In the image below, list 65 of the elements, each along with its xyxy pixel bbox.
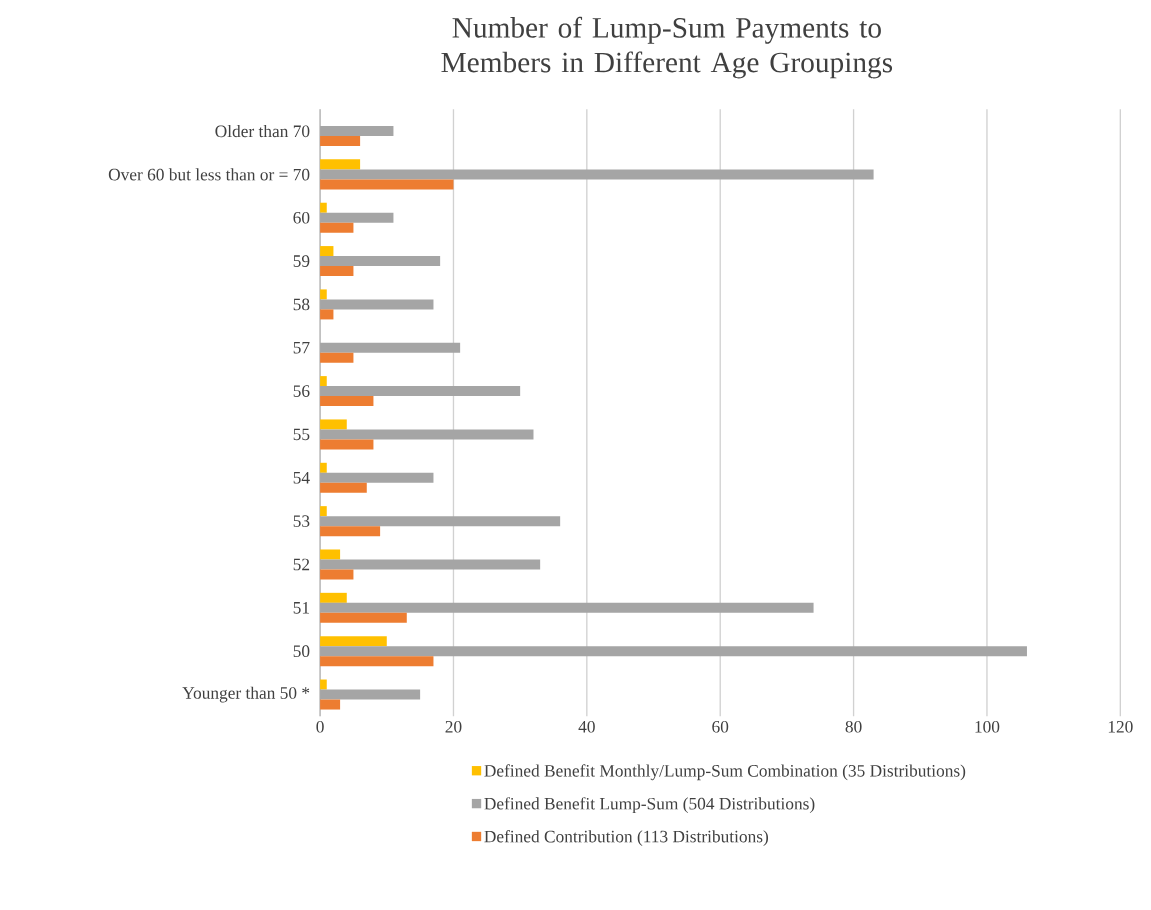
bar xyxy=(320,559,541,570)
bar xyxy=(320,256,441,267)
y-tick-label: 58 xyxy=(293,298,310,311)
x-tick-label: 0 xyxy=(316,721,324,733)
y-tick-label: 59 xyxy=(293,255,310,268)
bar xyxy=(320,439,374,450)
x-tick-label: 60 xyxy=(712,721,729,733)
bar xyxy=(320,419,347,430)
bar xyxy=(320,636,387,647)
bar xyxy=(320,516,561,527)
y-tick-label: Younger than 50 * xyxy=(182,686,310,703)
y-tick-label: Over 60 but less than or = 70 xyxy=(108,168,310,181)
x-tick-label: 20 xyxy=(445,721,462,733)
bar xyxy=(320,603,814,614)
bar xyxy=(320,289,327,300)
bar xyxy=(320,699,341,710)
bar xyxy=(320,569,354,580)
bar xyxy=(320,179,454,190)
chart-title: Number of Lump-Sum Payments to Members in Different Age Groupings xyxy=(441,16,893,79)
x-tick-label: 100 xyxy=(975,721,1000,733)
bar xyxy=(320,656,434,667)
y-tick-label: 53 xyxy=(293,515,310,528)
bar xyxy=(320,299,434,310)
bar xyxy=(320,222,354,233)
y-tick-label: 50 xyxy=(293,645,310,658)
bar xyxy=(320,483,367,494)
bar xyxy=(320,506,327,517)
bar xyxy=(320,386,521,397)
legend-label: Defined Contribution (113 Distributions) xyxy=(484,830,769,847)
x-tick-label: 120 xyxy=(1108,721,1133,733)
bar xyxy=(320,679,327,690)
bar xyxy=(320,396,374,407)
bar xyxy=(320,136,361,147)
bar xyxy=(320,463,327,473)
bar xyxy=(320,613,407,624)
bar xyxy=(320,549,341,560)
y-tick-label: 57 xyxy=(293,342,310,354)
y-tick-label: Older than 70 xyxy=(215,125,310,138)
y-tick-label: 51 xyxy=(293,602,310,614)
y-tick-label: 55 xyxy=(293,428,310,441)
y-tick-label: 56 xyxy=(293,385,310,398)
legend-label: Defined Benefit Lump-Sum (504 Distributions) xyxy=(484,797,815,814)
bar xyxy=(320,689,421,700)
bar xyxy=(320,159,361,170)
legend-label: Defined Benefit Monthly/Lump-Sum Combination (35 Distributions) xyxy=(484,764,966,781)
bar xyxy=(320,202,327,213)
x-tick-label: 80 xyxy=(845,721,862,733)
bar xyxy=(320,352,354,363)
bar xyxy=(320,169,874,180)
bar xyxy=(320,126,394,137)
bar xyxy=(320,526,381,537)
bar xyxy=(320,309,334,320)
bar xyxy=(320,646,1027,657)
bar xyxy=(320,593,347,604)
bar xyxy=(320,473,434,483)
bar xyxy=(320,376,327,387)
bar xyxy=(320,212,394,223)
bar xyxy=(320,246,334,257)
y-tick-label: 52 xyxy=(293,558,310,571)
bar xyxy=(320,266,354,277)
y-tick-label: 60 xyxy=(293,212,310,224)
bar xyxy=(320,429,534,440)
y-tick-label: 54 xyxy=(293,472,310,484)
bar xyxy=(320,342,461,353)
x-tick-label: 40 xyxy=(578,721,595,733)
